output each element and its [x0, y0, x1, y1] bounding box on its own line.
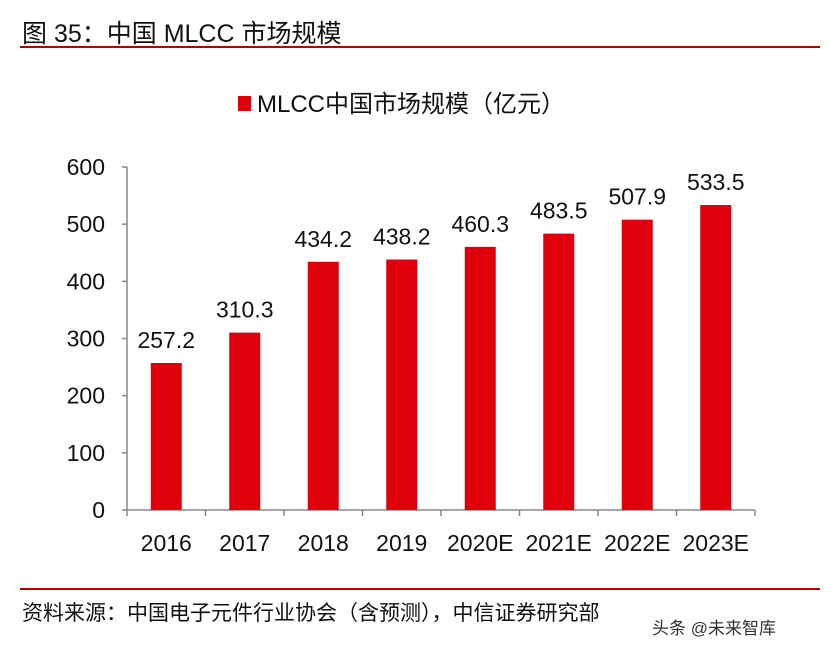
data-label-2018: 434.2	[294, 226, 352, 252]
data-label-2023E: 533.5	[687, 169, 745, 195]
x-tick-label-2017: 2017	[219, 530, 270, 556]
figure-title: 图 35：中国 MLCC 市场规模	[22, 20, 342, 48]
x-tick-label-2019: 2019	[376, 530, 427, 556]
y-tick-label: 400	[67, 268, 105, 294]
y-tick-label: 200	[67, 383, 105, 409]
legend-label: MLCC中国市场规模（亿元）	[257, 91, 565, 118]
x-tick-label-2018: 2018	[298, 530, 349, 556]
bar-2021E	[543, 233, 575, 510]
data-label-2019: 438.2	[373, 223, 431, 249]
x-tick-label-2021E: 2021E	[525, 530, 592, 556]
bar-chart: MLCC中国市场规模（亿元） 0 100 200 300 400 500 600 257.2 2…	[67, 91, 756, 556]
y-tick-label: 300	[67, 326, 105, 352]
y-tick-label: 100	[67, 440, 105, 466]
x-tick-label-2020E: 2020E	[447, 530, 514, 556]
title-rule	[20, 46, 820, 48]
x-tick-label-2016: 2016	[141, 530, 192, 556]
bar-2020E	[464, 246, 496, 511]
watermark: 头条 @未来智库	[652, 619, 776, 638]
x-tick-label-2022E: 2022E	[604, 530, 671, 556]
y-tick-label: 600	[67, 154, 105, 180]
data-label-2016: 257.2	[137, 327, 195, 353]
y-tick-label: 500	[67, 211, 105, 237]
data-label-2017: 310.3	[216, 297, 274, 323]
legend-swatch	[238, 96, 251, 111]
source-note: 资料来源：中国电子元件行业协会（含预测），中信证券研究部	[22, 602, 600, 625]
data-label-2020E: 460.3	[451, 211, 509, 237]
bar-2018	[307, 261, 339, 510]
bar-2017	[229, 332, 261, 510]
bar-2023E	[700, 205, 732, 510]
bar-2016	[150, 362, 182, 510]
data-label-2022E: 507.9	[608, 184, 666, 210]
source-rule	[20, 588, 820, 590]
bar-2019	[386, 259, 418, 510]
bar-2022E	[621, 219, 653, 510]
x-tick-label-2023E: 2023E	[682, 530, 749, 556]
data-label-2021E: 483.5	[530, 198, 588, 224]
y-tick-label: 0	[92, 497, 105, 523]
